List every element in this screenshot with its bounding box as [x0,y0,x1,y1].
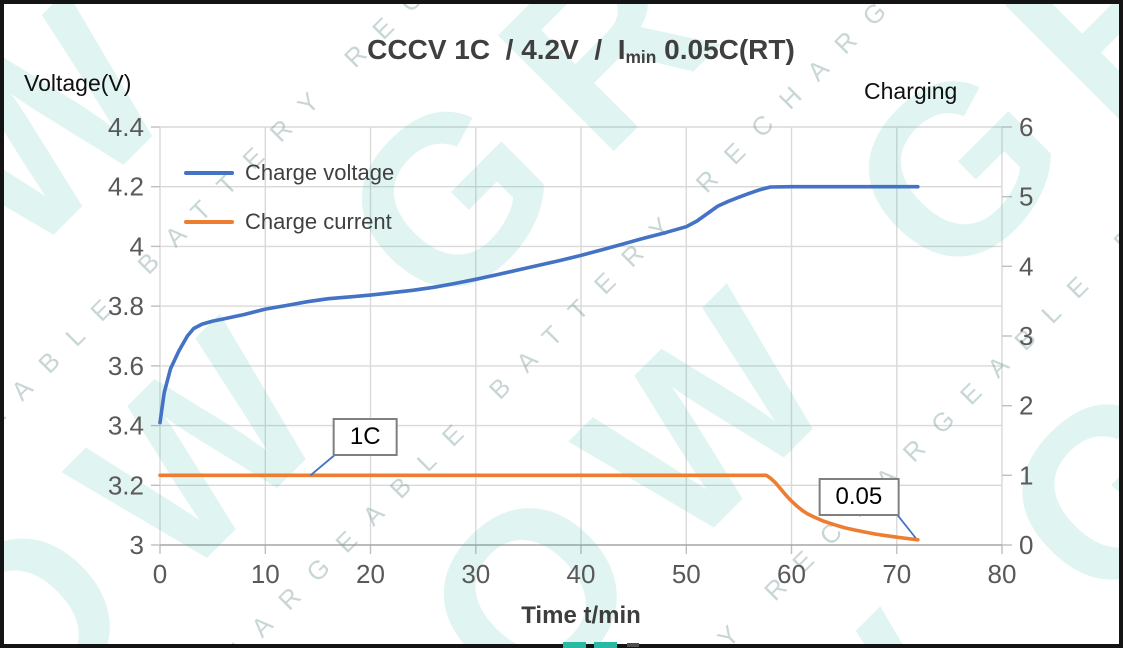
legend-label-charge-voltage: Charge voltage [245,159,395,185]
bottom-border-logo-mark [627,643,639,647]
svg-text:5: 5 [1019,182,1033,212]
svg-text:6: 6 [1019,112,1033,142]
annotation-1C: 1C [332,418,398,457]
svg-text:80: 80 [988,559,1017,589]
chart-title-subscript: min [625,46,657,67]
svg-text:4: 4 [1019,251,1033,281]
svg-text:10: 10 [251,559,280,589]
svg-text:3.2: 3.2 [108,470,144,500]
charge-current-line-swatch [184,219,234,224]
legend-item-charge-voltage: Charge voltage [184,148,394,197]
chart-title-suffix: 0.05C(RT) [656,34,795,65]
svg-text:40: 40 [567,559,596,589]
svg-text:3: 3 [1019,321,1033,351]
svg-text:30: 30 [461,559,490,589]
chart-legend: Charge voltage Charge current [184,148,394,246]
svg-text:3.6: 3.6 [108,351,144,381]
svg-text:50: 50 [672,559,701,589]
svg-text:1: 1 [1019,460,1033,490]
svg-text:3.8: 3.8 [108,291,144,321]
charge-voltage-line-swatch [184,170,234,175]
svg-text:2: 2 [1019,391,1033,421]
svg-text:3: 3 [130,530,144,560]
svg-text:0: 0 [1019,530,1033,560]
svg-text:0: 0 [153,559,167,589]
right-axis-title: Charging [864,78,958,104]
legend-item-charge-current: Charge current [184,197,394,246]
x-axis-title: Time t/min [521,602,641,629]
svg-text:70: 70 [882,559,911,589]
chart-title-prefix: CCCV 1C / 4.2V / I [367,34,626,65]
svg-text:4.2: 4.2 [108,172,144,202]
left-axis-title: Voltage(V) [24,70,132,96]
bottom-border-logo-mark [563,642,586,648]
svg-text:4.4: 4.4 [108,112,144,142]
legend-label-charge-current: Charge current [245,208,392,234]
svg-text:4: 4 [130,231,144,261]
chart-title: CCCV 1C / 4.2V / Imin 0.05C(RT) [160,34,1002,68]
svg-text:20: 20 [356,559,385,589]
svg-text:60: 60 [777,559,806,589]
bottom-border-logo-mark [594,642,617,648]
svg-text:3.4: 3.4 [108,411,144,441]
annotation-0-05: 0.05 [818,477,900,516]
